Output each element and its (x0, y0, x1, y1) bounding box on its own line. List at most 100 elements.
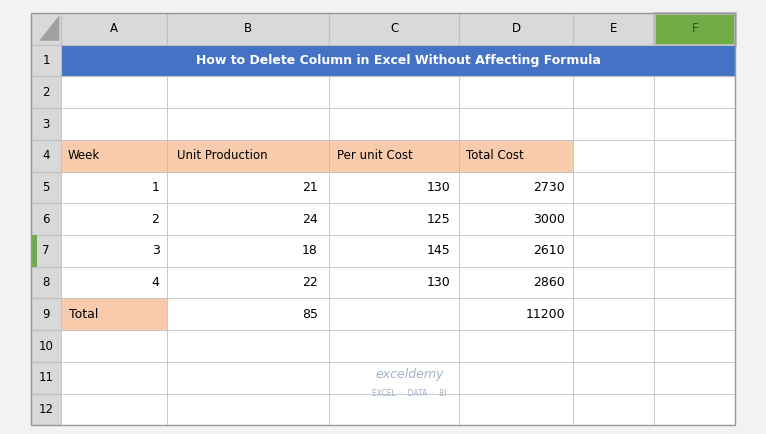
Bar (573, 362, 654, 394)
Bar (460, 299, 573, 330)
Bar (654, 13, 735, 45)
Text: 4: 4 (42, 149, 50, 162)
Bar (31, 45, 61, 76)
Text: 12: 12 (38, 403, 54, 416)
Text: D: D (512, 23, 521, 36)
Bar (573, 171, 654, 203)
Bar (167, 203, 329, 235)
Text: F: F (692, 23, 698, 36)
Bar (167, 394, 329, 425)
Text: 9: 9 (42, 308, 50, 321)
Bar (460, 394, 573, 425)
Text: 1: 1 (152, 181, 159, 194)
Bar (167, 267, 329, 299)
Bar (573, 203, 654, 235)
Bar (329, 140, 460, 171)
Text: 125: 125 (427, 213, 450, 226)
Bar (31, 76, 61, 108)
Bar (654, 330, 735, 362)
Text: 130: 130 (427, 181, 450, 194)
Bar (167, 140, 329, 171)
Text: 3: 3 (42, 118, 50, 131)
Bar (460, 140, 573, 171)
Polygon shape (40, 16, 59, 40)
Text: 145: 145 (427, 244, 450, 257)
Bar (61, 267, 167, 299)
Text: exceldemy: exceldemy (375, 368, 444, 381)
Bar (167, 330, 329, 362)
Bar (573, 299, 654, 330)
Text: 85: 85 (302, 308, 318, 321)
Bar (573, 267, 654, 299)
Bar (31, 362, 61, 394)
Bar (654, 267, 735, 299)
Text: 21: 21 (302, 181, 318, 194)
Bar (61, 299, 167, 330)
Bar (654, 299, 735, 330)
Text: Unit Production: Unit Production (177, 149, 267, 162)
Bar (329, 362, 460, 394)
Text: 5: 5 (42, 181, 50, 194)
Text: C: C (390, 23, 398, 36)
Text: 11200: 11200 (525, 308, 565, 321)
Text: 130: 130 (427, 276, 450, 289)
Text: 2730: 2730 (533, 181, 565, 194)
Bar (167, 13, 329, 45)
Text: 3: 3 (152, 244, 159, 257)
Bar (460, 235, 573, 267)
Text: 6: 6 (42, 213, 50, 226)
Bar (460, 267, 573, 299)
Bar (329, 76, 460, 108)
Bar (329, 171, 460, 203)
Bar (329, 267, 460, 299)
Bar (31, 394, 61, 425)
Text: Per unit Cost: Per unit Cost (337, 149, 413, 162)
Text: 24: 24 (302, 213, 318, 226)
Bar (31, 171, 61, 203)
Bar (329, 330, 460, 362)
Bar (654, 394, 735, 425)
Text: 2: 2 (152, 213, 159, 226)
Bar (167, 362, 329, 394)
Text: 7: 7 (42, 244, 50, 257)
Text: A: A (110, 23, 118, 36)
Bar (61, 203, 167, 235)
Bar (31, 235, 37, 267)
Bar (573, 394, 654, 425)
Text: 11: 11 (38, 371, 54, 384)
Bar (460, 76, 573, 108)
Bar (167, 299, 329, 330)
Bar (329, 13, 460, 45)
Text: Week: Week (67, 149, 100, 162)
Bar (61, 45, 735, 76)
Text: 2860: 2860 (533, 276, 565, 289)
Bar (573, 76, 654, 108)
Bar (31, 203, 61, 235)
Bar (167, 76, 329, 108)
Text: Total: Total (69, 308, 98, 321)
Text: 1: 1 (42, 54, 50, 67)
Bar (61, 140, 167, 171)
Bar (61, 235, 167, 267)
Bar (654, 171, 735, 203)
Bar (460, 171, 573, 203)
Bar (573, 140, 654, 171)
Bar (573, 235, 654, 267)
Text: 4: 4 (152, 276, 159, 289)
Bar (460, 330, 573, 362)
Bar (329, 108, 460, 140)
Bar (31, 235, 61, 267)
Bar (167, 171, 329, 203)
Bar (654, 140, 735, 171)
Bar (329, 203, 460, 235)
Text: 2: 2 (42, 86, 50, 99)
Bar (460, 13, 573, 45)
Text: 8: 8 (42, 276, 50, 289)
Bar (329, 394, 460, 425)
Bar (654, 108, 735, 140)
Text: B: B (244, 23, 252, 36)
Text: 2610: 2610 (533, 244, 565, 257)
Bar (460, 108, 573, 140)
Bar (573, 330, 654, 362)
Bar (654, 76, 735, 108)
